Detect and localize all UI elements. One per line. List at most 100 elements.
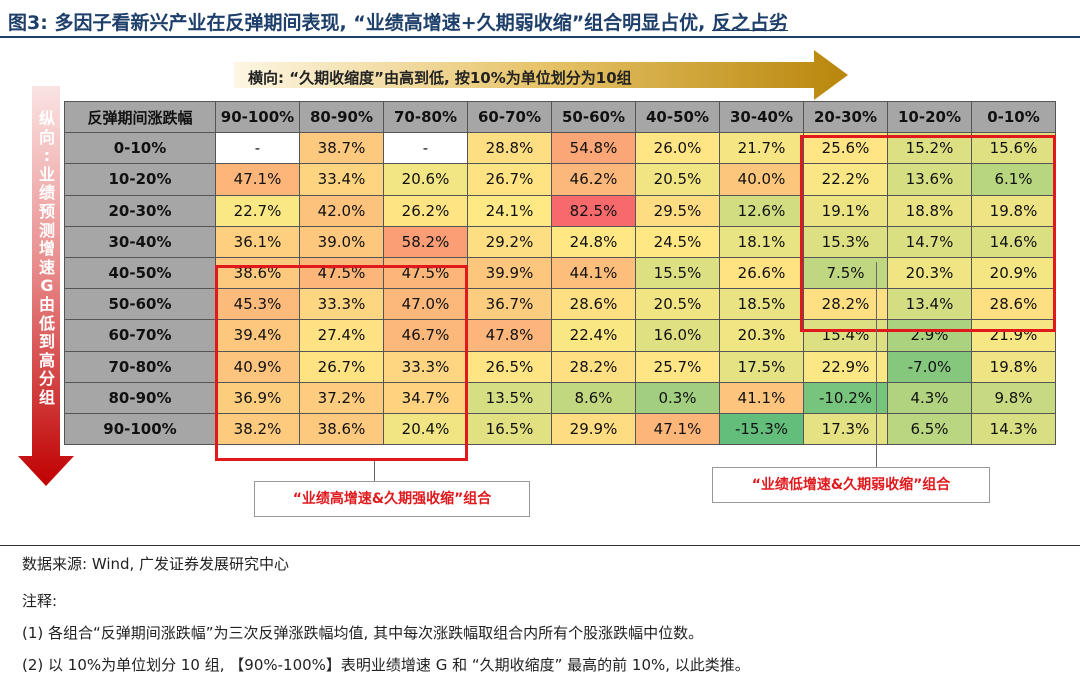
heatmap-cell: 47.8%: [467, 319, 552, 352]
heatmap-cell: 22.2%: [803, 163, 888, 196]
column-header: 70-80%: [383, 100, 468, 134]
row-header: 50-60%: [64, 288, 216, 321]
heatmap-cell: 20.4%: [383, 412, 468, 446]
heatmap-cell: 20.3%: [719, 319, 804, 352]
vertical-label-char: 增: [38, 239, 55, 259]
row-header: 90-100%: [64, 412, 216, 446]
heatmap-cell: 38.7%: [299, 132, 384, 165]
heatmap-cell: 42.0%: [299, 194, 384, 227]
heatmap-cell: 15.3%: [803, 225, 888, 258]
heatmap-cell: 17.3%: [803, 412, 888, 446]
source-rule: [0, 545, 1080, 546]
right-group-annotation: “业绩低增速&久期弱收缩”组合: [712, 467, 990, 503]
heatmap-cell: 28.2%: [551, 350, 636, 383]
heatmap-cell: 25.7%: [635, 350, 720, 383]
vertical-label-char: 向: [38, 127, 55, 147]
heatmap-table: 反弹期间涨跌幅 90-100% 80-90% 70-80% 60-70% 50-60% 40…: [64, 100, 1056, 446]
vertical-label-char: 低: [38, 313, 55, 333]
heatmap-cell: 47.1%: [215, 163, 300, 196]
horizontal-arrow-label: 横向: “久期收缩度”由高到低, 按10%为单位划分为10组: [248, 69, 632, 87]
heatmap-cell: 36.9%: [215, 381, 300, 414]
heatmap-cell: 19.8%: [971, 350, 1056, 383]
heatmap-cell: 20.3%: [887, 256, 972, 290]
table-row: 90-100% 38.2% 38.6% 20.4% 16.5% 29.9% 47.1% -15…: [64, 412, 1056, 446]
heatmap-cell: 21.7%: [719, 132, 804, 165]
heatmap-cell: 39.0%: [299, 225, 384, 258]
heatmap-cell: 22.7%: [215, 194, 300, 227]
heatmap-cell: 45.3%: [215, 288, 300, 321]
heatmap-cell: 37.2%: [299, 381, 384, 414]
heatmap-cell: 47.0%: [383, 288, 468, 321]
heatmap-cell: 38.6%: [299, 412, 384, 446]
vertical-label-char: 测: [38, 220, 55, 240]
heatmap-cell: 28.6%: [971, 288, 1056, 321]
heatmap-cell: 41.1%: [719, 381, 804, 414]
heatmap-cell: -10.2%: [803, 381, 888, 414]
heatmap-cell: 22.9%: [803, 350, 888, 383]
column-header: 60-70%: [467, 100, 552, 134]
heatmap-cell: -: [215, 132, 300, 165]
heatmap-cell: 20.5%: [635, 288, 720, 321]
row-header: 30-40%: [64, 225, 216, 258]
note-1: (1) 各组合“反弹期间涨跌幅”为三次反弹涨跌幅均值, 其中每次涨跌幅取组合内所…: [22, 624, 704, 642]
heatmap-cell: 19.8%: [971, 194, 1056, 227]
heatmap-cell: 8.6%: [551, 381, 636, 414]
table-row: 70-80% 40.9% 26.7% 33.3% 26.5% 28.2% 25.7% 17.5…: [64, 350, 1056, 383]
heatmap-cell: 36.7%: [467, 288, 552, 321]
column-header: 0-10%: [971, 100, 1056, 134]
heatmap-cell: 38.2%: [215, 412, 300, 446]
heatmap-cell: 46.2%: [551, 163, 636, 196]
heatmap-cell: -15.3%: [719, 412, 804, 446]
table-row: 80-90% 36.9% 37.2% 34.7% 13.5% 8.6% 0.3% 41.1% -…: [64, 381, 1056, 414]
heatmap-cell: 26.7%: [299, 350, 384, 383]
heatmap-cell: 14.3%: [971, 412, 1056, 446]
left-connector-line: [374, 461, 375, 481]
table-row: 60-70% 39.4% 27.4% 46.7% 47.8% 22.4% 16.0% 20.3…: [64, 319, 1056, 352]
table-row: 30-40% 36.1% 39.0% 58.2% 29.2% 24.8% 24.5% 18.1…: [64, 225, 1056, 258]
horizontal-arrow: [234, 50, 848, 100]
vertical-label-char: 到: [38, 332, 55, 352]
heatmap-cell: 47.1%: [635, 412, 720, 446]
heatmap-cell: 15.5%: [635, 256, 720, 290]
heatmap-cell: 26.7%: [467, 163, 552, 196]
table-row: 50-60% 45.3% 33.3% 47.0% 36.7% 28.6% 20.5% 18.5…: [64, 288, 1056, 321]
heatmap-cell: 13.4%: [887, 288, 972, 321]
heatmap-cell: 82.5%: [551, 194, 636, 227]
vertical-label-char: 组: [38, 387, 55, 407]
row-header: 10-20%: [64, 163, 216, 196]
heatmap-cell: 13.6%: [887, 163, 972, 196]
heatmap-cell: 26.2%: [383, 194, 468, 227]
vertical-label-char: 分: [38, 369, 55, 389]
figure-title-main: 多因子看新兴产业在反弹期间表现, “业绩高增速+久期弱收缩”组合明显占优,: [54, 12, 713, 34]
header-row: 反弹期间涨跌幅 90-100% 80-90% 70-80% 60-70% 50-60% 40…: [64, 100, 1056, 134]
row-header: 20-30%: [64, 194, 216, 227]
heatmap-cell: 39.4%: [215, 319, 300, 352]
heatmap-cell: 18.1%: [719, 225, 804, 258]
heatmap-cell: 16.5%: [467, 412, 552, 446]
heatmap-cell: 14.6%: [971, 225, 1056, 258]
vertical-label-char: 纵: [38, 109, 55, 128]
vertical-label-char: :: [43, 146, 51, 166]
column-header: 50-60%: [551, 100, 636, 134]
column-header: 10-20%: [887, 100, 972, 134]
heatmap-cell: 29.5%: [635, 194, 720, 227]
row-header: 0-10%: [64, 132, 216, 165]
heatmap-cell: 44.1%: [551, 256, 636, 290]
title-rule: [0, 36, 1080, 38]
heatmap-cell: 36.1%: [215, 225, 300, 258]
heatmap-cell: 26.6%: [719, 256, 804, 290]
heatmap-cell: -: [383, 132, 468, 165]
vertical-label-char: 预: [38, 201, 55, 221]
heatmap-cell: 26.5%: [467, 350, 552, 383]
heatmap-cell: 47.5%: [383, 256, 468, 290]
vertical-label-char: 绩: [38, 183, 55, 203]
heatmap-cell: 20.5%: [635, 163, 720, 196]
corner-label: 反弹期间涨跌幅: [64, 100, 216, 134]
vertical-label-char: 业: [38, 164, 55, 184]
heatmap-cell: 14.7%: [887, 225, 972, 258]
column-header: 30-40%: [719, 100, 804, 134]
figure-title-bar: 图3: 多因子看新兴产业在反弹期间表现, “业绩高增速+久期弱收缩”组合明显占优…: [0, 0, 1080, 40]
heatmap-cell: 54.8%: [551, 132, 636, 165]
heatmap-cell: -7.0%: [887, 350, 972, 383]
